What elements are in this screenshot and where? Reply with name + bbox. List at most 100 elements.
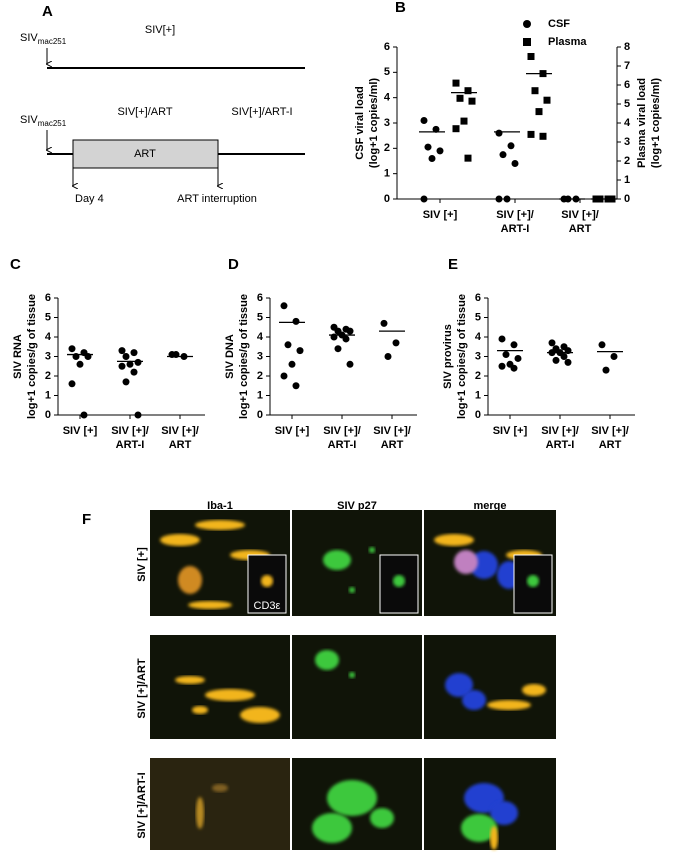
stain	[327, 780, 377, 816]
panel-letter: B	[395, 0, 406, 16]
column-header: merge	[473, 500, 506, 512]
data-point	[436, 147, 444, 155]
y-tick-label: 1	[475, 389, 481, 401]
stain	[527, 575, 539, 587]
stain	[192, 706, 208, 714]
x-tick-label: ART-I	[501, 223, 530, 235]
micrograph	[150, 635, 290, 739]
data-point	[456, 94, 464, 102]
data-point	[68, 380, 76, 388]
stain	[349, 587, 355, 593]
treatment-label: ART	[134, 148, 156, 160]
stain	[490, 801, 518, 825]
data-point	[498, 335, 506, 343]
stain	[522, 684, 546, 696]
x-tick-label: ART	[599, 439, 622, 451]
data-point	[126, 360, 134, 368]
data-point	[432, 125, 440, 133]
data-point	[420, 195, 428, 203]
y-tick-label: 1	[384, 168, 390, 180]
stain	[195, 520, 245, 530]
data-point	[420, 116, 428, 124]
y2-tick-label: 3	[624, 136, 630, 148]
panel-letter: E	[448, 256, 458, 273]
panel-a: A SIVmac251 SIV[+] SIVmac251 ART SIV[+]/…	[20, 3, 305, 205]
stain	[175, 676, 205, 684]
data-point	[598, 341, 606, 349]
y2-tick-label: 8	[624, 41, 630, 53]
stain	[349, 672, 355, 678]
data-point	[602, 366, 610, 374]
data-point	[468, 97, 476, 105]
group-label: SIV[+]/ART-I	[231, 106, 292, 118]
data-point	[452, 79, 460, 87]
stain	[212, 784, 228, 792]
panel-letter: F	[82, 511, 91, 528]
x-tick-label: SIV [+]/	[541, 425, 579, 437]
y-tick-label: 2	[45, 370, 51, 382]
infection-label: SIVmac251	[20, 114, 67, 128]
data-point	[495, 195, 503, 203]
y-tick-label: 6	[45, 292, 51, 304]
panel-letter: C	[10, 256, 21, 273]
data-point	[502, 351, 510, 359]
inset-label: CD3ε	[254, 600, 281, 612]
data-point	[548, 339, 556, 347]
data-point	[527, 53, 535, 60]
legend-label: CSF	[548, 18, 570, 30]
panel-f: F Iba-1 SIV p27 merge SIV [+] SIV [+]/ART SIV…	[82, 500, 556, 850]
data-point	[539, 132, 547, 140]
y2-tick-label: 0	[624, 193, 630, 205]
panel-letter: A	[42, 3, 53, 20]
stain	[434, 534, 474, 546]
data-point	[384, 353, 392, 360]
data-point	[296, 347, 304, 355]
column-header: SIV p27	[337, 500, 377, 512]
y2-tick-label: 2	[624, 155, 630, 167]
x-tick-label: SIV [+]/	[323, 425, 361, 437]
data-point	[342, 335, 350, 343]
data-point	[503, 195, 511, 203]
micrograph	[292, 635, 422, 739]
data-point	[560, 353, 568, 360]
y-axis-label: SIV RNA	[12, 334, 24, 379]
y-tick-label: 0	[45, 409, 51, 421]
data-point	[122, 378, 130, 386]
data-point	[134, 411, 142, 419]
x-tick-label: ART	[169, 439, 192, 451]
y-tick-label: 2	[384, 142, 390, 154]
stain	[160, 534, 200, 546]
data-point	[543, 96, 551, 104]
data-point	[288, 360, 296, 368]
y-axis-label: log+1 copies/g of tissue	[26, 294, 38, 419]
data-point	[346, 327, 354, 335]
y-tick-label: 6	[384, 41, 390, 53]
y-tick-label: 5	[384, 66, 390, 78]
data-point	[511, 160, 519, 168]
data-point	[80, 411, 88, 419]
y-axis-label: log+1 copies/g of tissue	[456, 294, 468, 419]
data-point	[280, 302, 288, 310]
stain	[196, 797, 204, 829]
stain	[323, 550, 351, 570]
panel-letter: D	[228, 256, 239, 273]
data-point	[392, 339, 400, 347]
x-tick-label: ART-I	[328, 439, 357, 451]
y2-tick-label: 6	[624, 79, 630, 91]
y-axis-label: (log+1 copies/ml)	[650, 78, 662, 168]
data-point	[68, 345, 76, 353]
y-tick-label: 5	[45, 311, 51, 323]
y-tick-label: 1	[45, 389, 51, 401]
y-axis-label: log+1 copies/g of tissue	[238, 294, 250, 419]
y-tick-label: 4	[257, 331, 264, 343]
data-point	[510, 341, 518, 349]
data-point	[424, 143, 432, 151]
data-point	[514, 354, 522, 362]
data-point	[564, 358, 572, 366]
x-tick-label: SIV [+]/	[561, 209, 599, 221]
y2-tick-label: 7	[624, 60, 630, 72]
data-point	[122, 353, 130, 360]
y-tick-label: 3	[45, 350, 51, 362]
y-tick-label: 5	[257, 311, 263, 323]
row-label: SIV [+]	[136, 547, 148, 582]
